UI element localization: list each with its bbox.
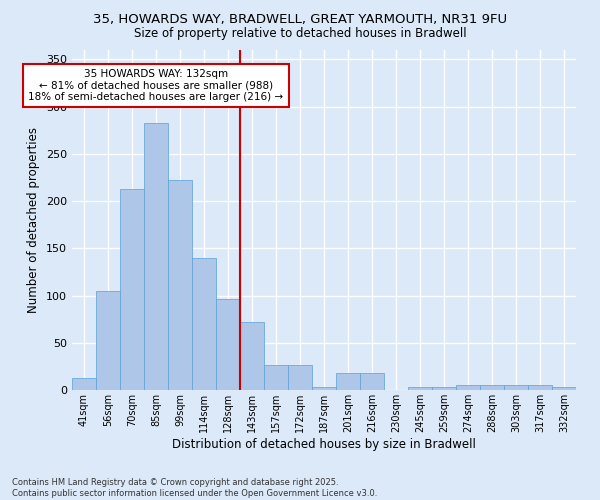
X-axis label: Distribution of detached houses by size in Bradwell: Distribution of detached houses by size … <box>172 438 476 450</box>
Bar <box>72 378 96 390</box>
Bar <box>216 300 240 390</box>
Bar <box>312 387 336 390</box>
Text: Size of property relative to detached houses in Bradwell: Size of property relative to detached ho… <box>134 28 466 40</box>
Bar <box>432 387 456 390</box>
Bar <box>480 386 504 390</box>
Text: 35, HOWARDS WAY, BRADWELL, GREAT YARMOUTH, NR31 9FU: 35, HOWARDS WAY, BRADWELL, GREAT YARMOUT… <box>93 12 507 26</box>
Bar <box>336 373 360 390</box>
Bar <box>120 189 144 390</box>
Bar <box>360 373 384 390</box>
Bar <box>192 258 216 390</box>
Bar <box>552 387 576 390</box>
Text: Contains HM Land Registry data © Crown copyright and database right 2025.
Contai: Contains HM Land Registry data © Crown c… <box>12 478 377 498</box>
Bar <box>504 386 528 390</box>
Text: 35 HOWARDS WAY: 132sqm
← 81% of detached houses are smaller (988)
18% of semi-de: 35 HOWARDS WAY: 132sqm ← 81% of detached… <box>28 69 284 102</box>
Bar <box>144 122 168 390</box>
Bar <box>528 386 552 390</box>
Bar <box>264 364 288 390</box>
Bar <box>288 364 312 390</box>
Bar <box>456 386 480 390</box>
Y-axis label: Number of detached properties: Number of detached properties <box>28 127 40 313</box>
Bar <box>96 291 120 390</box>
Bar <box>240 322 264 390</box>
Bar <box>168 180 192 390</box>
Bar <box>408 387 432 390</box>
